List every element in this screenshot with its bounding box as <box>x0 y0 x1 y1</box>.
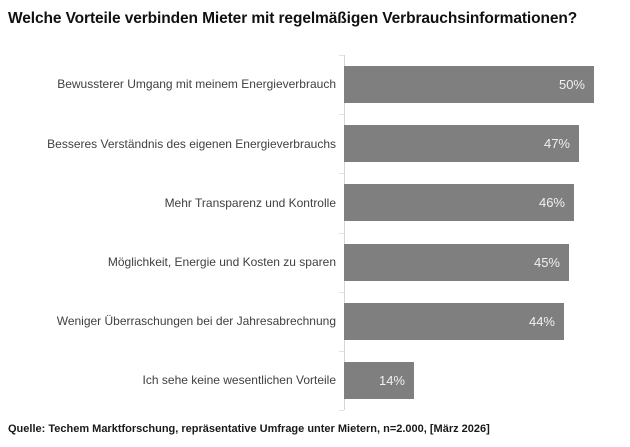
chart-title: Welche Vorteile verbinden Mieter mit reg… <box>8 10 578 27</box>
category-label: Weniger Überraschungen bei der Jahresabr… <box>56 314 336 329</box>
bar-chart: Bewussterer Umgang mit meinem Energiever… <box>0 55 630 411</box>
category-label: Mehr Transparenz und Kontrolle <box>164 195 336 210</box>
bar: 50% <box>344 66 594 104</box>
bar-row: Bewussterer Umgang mit meinem Energiever… <box>0 55 630 114</box>
bar-value-label: 45% <box>533 254 560 270</box>
category-label: Möglichkeit, Energie und Kosten zu spare… <box>107 254 336 269</box>
category-label: Ich sehe keine wesentlichen Vorteile <box>142 373 336 388</box>
bar-row: Ich sehe keine wesentlichen Vorteile 14% <box>0 351 630 410</box>
bar-row: Besseres Verständnis des eigenen Energie… <box>0 114 630 173</box>
bar-row: Weniger Überraschungen bei der Jahresabr… <box>0 292 630 351</box>
bar: 45% <box>344 243 569 281</box>
bar-row: Mehr Transparenz und Kontrolle 46% <box>0 173 630 232</box>
bar: 14% <box>344 361 414 399</box>
bar-value-label: 44% <box>528 313 555 329</box>
axis-tick <box>339 351 344 352</box>
axis-tick <box>339 292 344 293</box>
axis-tick <box>339 410 344 411</box>
bar-value-label: 50% <box>558 77 585 93</box>
bar: 47% <box>344 125 579 163</box>
axis-tick <box>339 173 344 174</box>
axis-tick <box>339 55 344 56</box>
axis-tick <box>339 114 344 115</box>
axis-tick <box>339 233 344 234</box>
category-axis-line <box>344 55 345 410</box>
bar-value-label: 47% <box>543 136 570 152</box>
bar: 46% <box>344 184 574 222</box>
bar: 44% <box>344 302 564 340</box>
bar-value-label: 46% <box>538 195 565 211</box>
bar-row: Möglichkeit, Energie und Kosten zu spare… <box>0 233 630 292</box>
bar-value-label: 14% <box>378 372 405 388</box>
category-label: Besseres Verständnis des eigenen Energie… <box>47 136 336 151</box>
source-note: Quelle: Techem Marktforschung, repräsent… <box>8 423 490 435</box>
category-label: Bewussterer Umgang mit meinem Energiever… <box>57 77 336 92</box>
